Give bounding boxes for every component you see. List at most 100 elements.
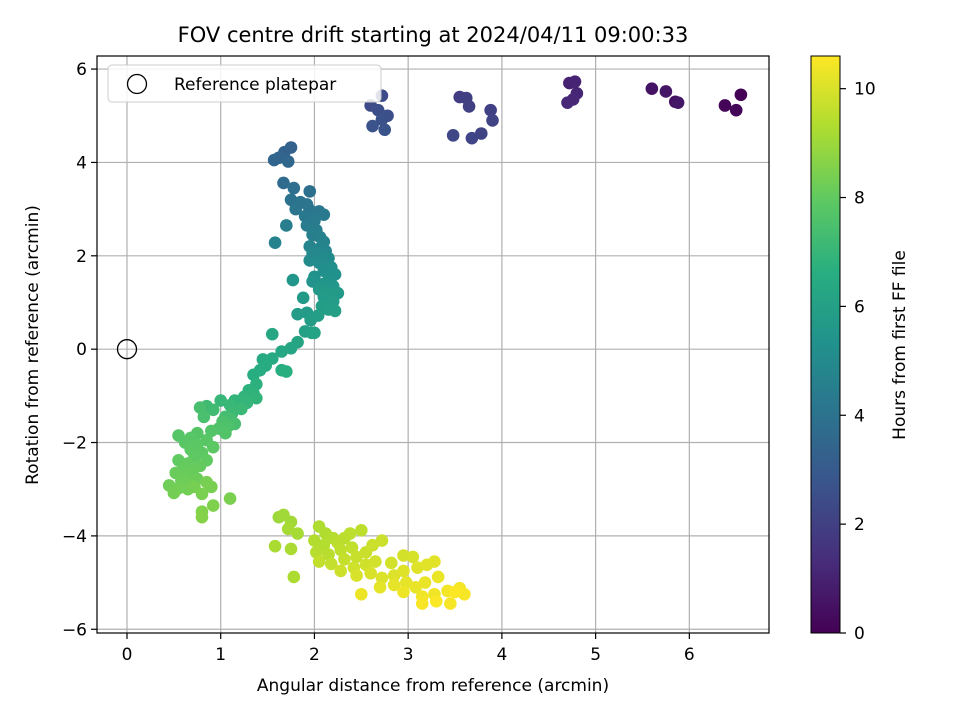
- data-point: [308, 534, 321, 547]
- x-tick-label: 1: [215, 645, 226, 665]
- data-point: [366, 538, 379, 552]
- reference-point-marker: [116, 339, 138, 360]
- data-point: [317, 264, 331, 278]
- y-tick-label: −4: [62, 527, 87, 547]
- data-point: [317, 290, 331, 304]
- data-point: [223, 492, 237, 505]
- colorbar-tick-label: 2: [854, 515, 865, 535]
- data-point: [729, 103, 743, 117]
- legend-entry: Reference platepar: [174, 75, 336, 95]
- data-point: [206, 499, 220, 512]
- data-point: [317, 208, 331, 222]
- colorbar-frame: [810, 55, 841, 634]
- colorbar-tick-label: 10: [854, 80, 876, 100]
- data-point: [364, 566, 377, 580]
- data-point: [291, 527, 304, 540]
- data-point: [205, 424, 218, 438]
- data-point: [286, 273, 300, 287]
- data-point: [645, 82, 659, 95]
- data-point: [568, 75, 582, 88]
- data-point: [387, 569, 401, 582]
- data-point: [298, 209, 312, 223]
- data-point: [355, 587, 368, 601]
- data-points: [116, 75, 748, 610]
- data-point: [268, 236, 282, 250]
- data-point: [671, 96, 685, 109]
- data-point: [287, 570, 301, 584]
- data-point: [289, 202, 302, 216]
- data-point: [205, 480, 218, 494]
- data-point: [334, 564, 347, 578]
- data-point: [373, 580, 387, 594]
- data-point: [446, 129, 460, 142]
- data-point: [268, 539, 282, 553]
- data-point: [418, 576, 432, 589]
- x-tick-label: 2: [309, 645, 320, 665]
- colorbar-tick-label: 8: [854, 189, 865, 209]
- data-point: [397, 549, 410, 562]
- data-point: [659, 85, 673, 98]
- data-point: [219, 426, 232, 440]
- legend-marker: [126, 73, 148, 95]
- data-point: [350, 569, 363, 582]
- data-point: [284, 542, 298, 556]
- data-point: [350, 550, 363, 564]
- data-point: [275, 345, 288, 358]
- data-point: [206, 403, 220, 417]
- x-tick-label: 4: [496, 645, 507, 665]
- legend-box: [107, 64, 382, 103]
- data-point: [387, 578, 401, 592]
- y-tick-label: 4: [76, 153, 87, 173]
- data-point: [474, 127, 488, 140]
- x-axis-label: Angular distance from reference (arcmin): [257, 676, 609, 696]
- colorbar-ticks: 0 2 4 6 8 10: [840, 80, 876, 644]
- y-axis-label: Rotation from reference (arcmin): [23, 205, 43, 485]
- data-point: [296, 291, 310, 305]
- x-tick-label: 5: [590, 645, 601, 665]
- data-point: [325, 557, 338, 571]
- data-point: [214, 394, 228, 407]
- data-point: [311, 309, 325, 322]
- data-point: [444, 597, 457, 610]
- data-point: [312, 555, 326, 568]
- colorbar-tick-label: 4: [854, 406, 865, 426]
- data-point: [277, 176, 290, 190]
- grid: [97, 56, 769, 633]
- data-point: [415, 597, 429, 610]
- data-point: [375, 534, 389, 547]
- legend: Reference platepar: [107, 64, 382, 103]
- data-point: [287, 181, 301, 195]
- colorbar-gradient: [811, 56, 840, 633]
- data-point: [375, 571, 389, 585]
- data-point: [429, 594, 443, 608]
- data-point: [409, 580, 422, 594]
- colorbar: 0 2 4 6 8 10 Hours from first FF file: [810, 55, 910, 644]
- data-point: [431, 570, 445, 584]
- data-point: [428, 555, 441, 568]
- data-point: [281, 155, 295, 168]
- data-point: [484, 103, 497, 117]
- data-point: [369, 555, 382, 568]
- data-point: [384, 556, 398, 570]
- data-point: [343, 527, 357, 540]
- data-point: [265, 327, 279, 341]
- data-point: [345, 541, 359, 554]
- y-tick-label: 6: [76, 60, 87, 80]
- data-point: [291, 307, 304, 321]
- colorbar-tick-label: 0: [854, 624, 865, 644]
- data-point: [206, 440, 220, 454]
- data-point: [303, 185, 317, 198]
- data-point: [167, 486, 181, 500]
- data-point: [397, 585, 410, 599]
- data-point: [462, 100, 476, 113]
- data-point: [397, 564, 410, 578]
- data-point: [195, 487, 209, 501]
- data-point: [197, 410, 211, 424]
- data-point: [328, 304, 342, 318]
- y-tick-label: −6: [62, 620, 87, 640]
- data-point: [280, 365, 293, 378]
- data-point: [465, 131, 479, 145]
- y-tick-label: 0: [76, 340, 87, 360]
- colorbar-label: Hours from first FF file: [890, 250, 910, 440]
